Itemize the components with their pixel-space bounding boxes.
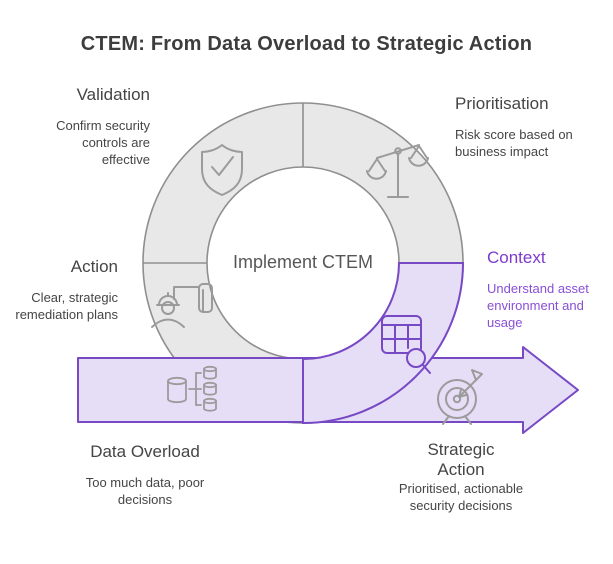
database-aggregation-icon [167,365,217,412]
strategic-action-heading: Strategic Action [427,440,495,480]
strategic-action-body: Prioritised, actionable security decisio… [398,480,524,513]
validation-body: Confirm security controls are effective [56,118,150,168]
action-body: Clear, strategic remediation plans [15,290,118,323]
table-search-icon [381,315,431,374]
label-action: Action Clear, strategic remediation plan… [0,257,118,324]
prioritisation-body: Risk score based on business impact [455,127,573,160]
shield-check-icon [201,144,243,196]
label-prioritisation: Prioritisation Risk score based on busin… [455,94,595,161]
action-heading: Action [70,257,118,276]
data-overload-heading: Data Overload [90,442,200,461]
label-strategic-action: Strategic Action Prioritised, actionable… [361,440,561,515]
context-body: Understand asset environment and usage [487,281,589,331]
prioritisation-heading: Prioritisation [455,94,549,113]
label-data-overload: Data Overload Too much data, poor decisi… [45,442,245,509]
data-overload-body: Too much data, poor decisions [85,475,205,508]
engineer-plan-icon [151,283,213,328]
label-context: Context Understand asset environment and… [487,248,602,332]
page-title: CTEM: From Data Overload to Strategic Ac… [80,33,533,55]
center-label: Implement CTEM [232,252,374,272]
validation-heading: Validation [76,85,150,104]
target-arrow-icon [437,369,483,425]
context-heading: Context [487,248,546,267]
label-validation: Validation Confirm security controls are… [10,85,150,169]
balance-scale-icon [366,144,429,198]
